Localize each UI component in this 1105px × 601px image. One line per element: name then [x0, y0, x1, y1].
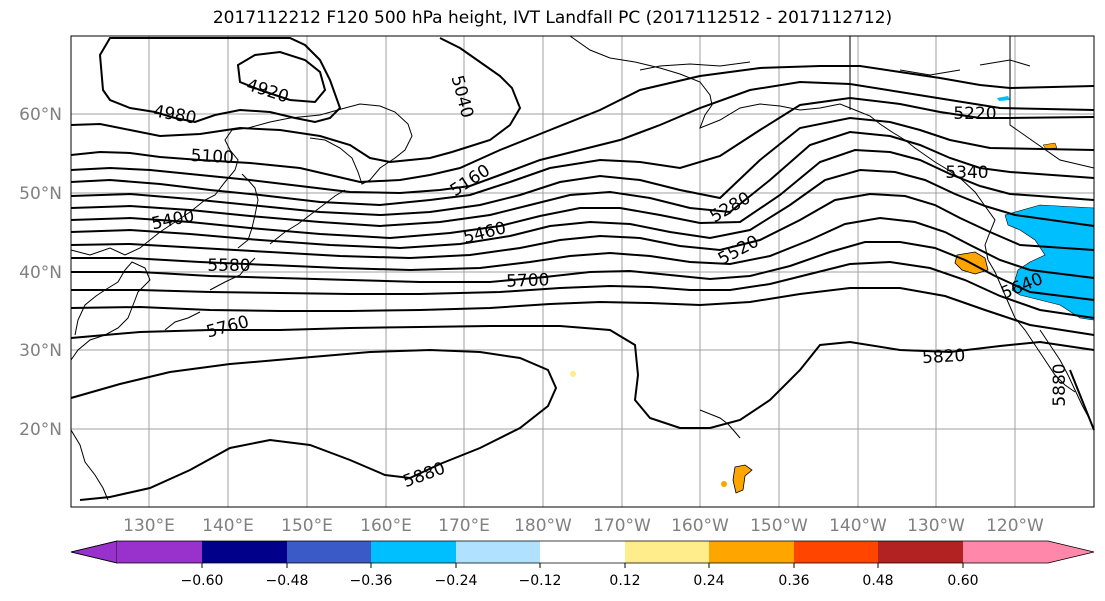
contour-label: 5220 — [953, 104, 996, 124]
contour-5520 — [70, 192, 1095, 260]
lat-label: 40°N — [19, 263, 62, 283]
contour-4920 — [236, 50, 327, 104]
colorbar-segment — [202, 541, 287, 563]
lat-label: 50°N — [19, 184, 62, 204]
height-contours — [70, 37, 1095, 501]
colorbar-tick-label: −0.60 — [181, 573, 224, 589]
contour-5220 — [70, 96, 1095, 207]
contour-5280 — [70, 116, 1095, 217]
lon-label: 150°W — [750, 516, 808, 536]
ivt-positive-region — [1042, 142, 1058, 150]
contour-5340 — [70, 130, 1095, 228]
lon-label: 180°W — [514, 516, 572, 536]
map-title: 2017112212 F120 500 hPa height, IVT Land… — [212, 8, 893, 28]
contour-label: 5580 — [207, 256, 250, 276]
contour-5400 — [70, 148, 1095, 240]
colorbar-extend-low — [70, 540, 118, 564]
lon-label: 160°W — [671, 516, 729, 536]
latitude-labels: 60°N 50°N 40°N 30°N 20°N — [19, 105, 62, 440]
longitude-labels: 130°E 140°E 150°E 160°E 170°E 180°W 170°… — [123, 516, 1044, 536]
colorbar-tick-label: −0.48 — [266, 573, 309, 589]
colorbar-tick-label: 0.12 — [609, 573, 640, 589]
colorbar-segment — [540, 541, 625, 563]
ivt-positive-region — [721, 481, 727, 487]
contour-5460 — [70, 168, 1095, 250]
colorbar-segment — [794, 541, 878, 563]
colorbar-tick-label: 0.48 — [862, 573, 893, 589]
ivt-positive-region — [570, 371, 576, 377]
colorbar-segment — [456, 541, 540, 563]
coastline-hawaii — [699, 409, 741, 439]
colorbar-segment — [878, 541, 963, 563]
lon-label: 140°E — [202, 516, 254, 536]
lon-label: 160°E — [360, 516, 412, 536]
lon-label: 130°W — [907, 516, 965, 536]
map-frame — [70, 35, 1095, 508]
contour-5700 — [71, 260, 1095, 319]
contour-5880-east — [1069, 369, 1095, 431]
contour-5760 — [70, 287, 1095, 336]
colorbar-tick-label: −0.24 — [435, 573, 478, 589]
lon-label: 170°W — [593, 516, 651, 536]
contour-label: 5100 — [190, 146, 234, 168]
lat-label: 60°N — [19, 105, 62, 125]
coastline-arctic — [639, 59, 1031, 76]
contour-5040 — [70, 37, 522, 164]
colorbar-segment — [287, 541, 371, 563]
contour-4980 — [98, 37, 342, 124]
lon-label: 130°E — [123, 516, 175, 536]
lon-label: 120°W — [986, 516, 1044, 536]
colorbar-segment — [709, 541, 794, 563]
lon-label: 170°E — [438, 516, 490, 536]
contour-5820 — [70, 325, 1095, 429]
contour-5100 — [70, 65, 1095, 184]
ivt-negative-region — [997, 96, 1010, 101]
contour-label: 5700 — [506, 270, 550, 291]
contour-5640 — [71, 241, 1095, 301]
contour-label: 5340 — [945, 163, 988, 183]
colorbar-segment — [371, 541, 456, 563]
lat-label: 20°N — [19, 420, 62, 440]
contour-label: 5880 — [1050, 363, 1070, 406]
colorbar-tick-label: −0.12 — [519, 573, 562, 589]
lon-label: 150°E — [281, 516, 333, 536]
colorbar-segment — [117, 541, 202, 563]
colorbar-tick-label: 0.60 — [947, 573, 978, 589]
colorbar-tick-label: 0.24 — [693, 573, 724, 589]
coastline-japan — [164, 173, 259, 331]
ivt-positive-region — [732, 464, 753, 494]
contour-label: 5820 — [922, 346, 966, 368]
contour-5580 — [71, 216, 1095, 279]
colorbar-tick-label: 0.36 — [778, 573, 809, 589]
lat-label: 30°N — [19, 341, 62, 361]
contour-5880 — [70, 348, 558, 501]
lon-label: 140°W — [829, 516, 887, 536]
colorbar-tick-label: −0.36 — [350, 573, 393, 589]
contour-5160 — [70, 80, 1095, 195]
colorbar-extend-high — [963, 541, 1094, 563]
colorbar-segment — [625, 541, 709, 563]
colorbar: −0.60 −0.48 −0.36 −0.24 −0.12 0.12 0.24 … — [70, 540, 1095, 589]
coastline-philippines — [70, 429, 109, 501]
